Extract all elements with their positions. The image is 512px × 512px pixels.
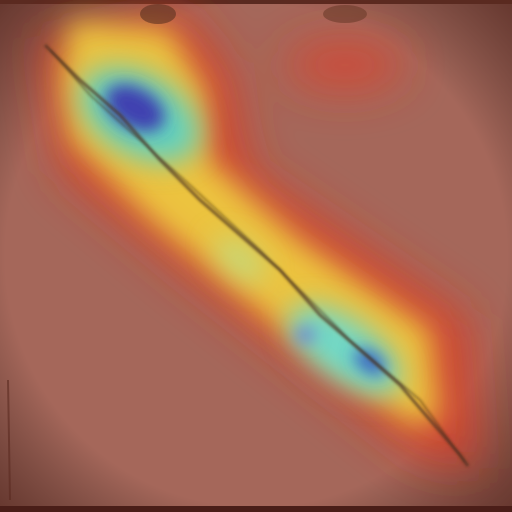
specimen-marks bbox=[7, 4, 367, 501]
crack bbox=[43, 43, 470, 467]
top-edge bbox=[0, 0, 512, 4]
blue-cores bbox=[105, 84, 386, 376]
bottom-edge bbox=[0, 506, 512, 512]
